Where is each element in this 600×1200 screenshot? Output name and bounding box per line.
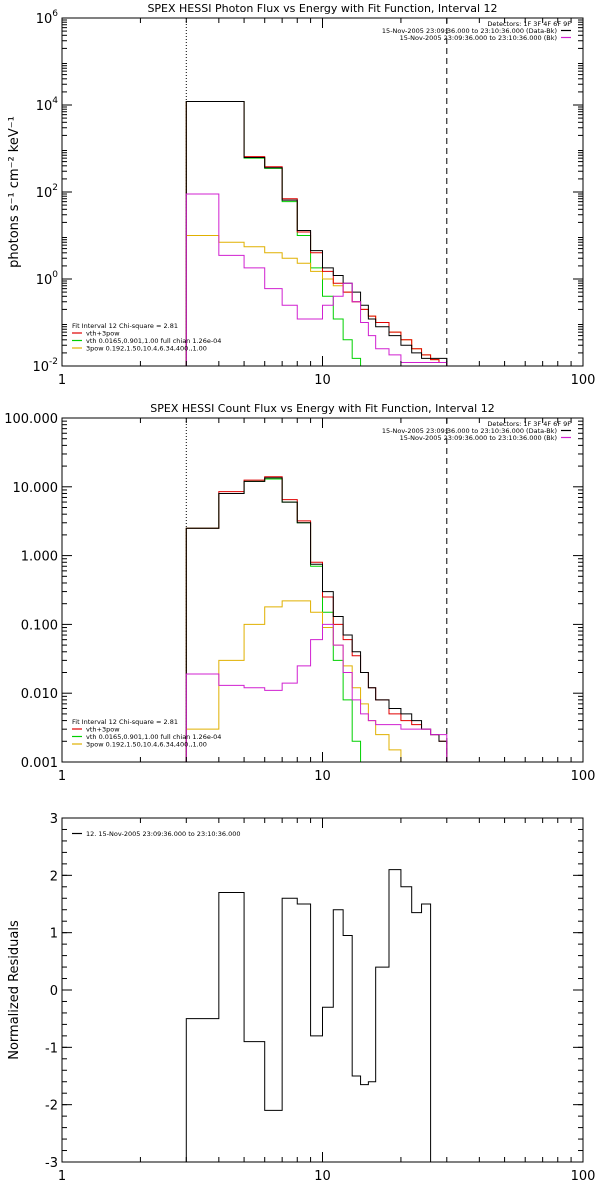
chart-panel-1: SPEX HESSI Photon Flux vs Energy with Fi… (7, 2, 595, 388)
y-tick-label: 100 (36, 270, 59, 288)
y-tick-exponent: 2 (52, 183, 58, 193)
plot-frame (61, 817, 584, 1163)
y-tick-label: 1.000 (21, 550, 58, 565)
y-tick-label: -2 (45, 1099, 58, 1114)
legend-label: vth 0.0165,0.901,1.00 full chian 1.26e-0… (86, 337, 221, 345)
y-tick-base: 10 (36, 273, 53, 288)
y-tick-label: 10.000 (13, 481, 59, 496)
y-tick-label: 0 (50, 984, 58, 999)
y-tick-label: 10-2 (32, 357, 58, 375)
y-tick-base: 10 (36, 186, 53, 201)
y-axis-label: photons s⁻¹ cm⁻² keV⁻¹ (7, 116, 22, 268)
legend-fit-header: Fit Interval 12 Chi-square = 2.81 (72, 322, 178, 330)
series-line-3 (185, 476, 448, 762)
y-tick-label: 3 (50, 812, 58, 827)
series-line-1 (185, 869, 432, 1162)
series-line-5 (185, 623, 448, 762)
legend-header: Detectors: 1F 3F 4F 6F 9F (487, 20, 571, 28)
y-tick-label: 102 (36, 183, 58, 201)
y-tick-base: 10 (36, 99, 53, 114)
x-tick-label: 1 (58, 769, 66, 784)
x-tick-label: 10 (314, 1169, 331, 1184)
legend-label: 15-Nov-2005 23:09:36.000 to 23:10:36.000… (382, 427, 557, 435)
series-line-4 (185, 477, 448, 762)
legend-header: Detectors: 1F 3F 4F 6F 9F (487, 420, 571, 428)
y-tick-label: -1 (45, 1041, 58, 1056)
chart-title: SPEX HESSI Count Flux vs Energy with Fit… (150, 402, 494, 415)
y-tick-label: 2 (50, 869, 58, 884)
x-tick-label: 100 (571, 373, 596, 388)
legend-label: vth+3pow (86, 726, 120, 734)
legend-label: 12. 15-Nov-2005 23:09:36.000 to 23:10:36… (86, 830, 240, 838)
y-axis-label: Normalized Residuals (7, 920, 22, 1060)
series-line-1 (185, 478, 369, 762)
series-group (185, 476, 448, 762)
series-group (185, 101, 448, 366)
series-line-4 (185, 101, 448, 366)
chart-title: SPEX HESSI Photon Flux vs Energy with Fi… (147, 2, 497, 15)
legend-label: 3pow 0.192,1.50,10.4,6.34,400.,1.00 (86, 741, 207, 749)
y-tick-label: 0.010 (21, 687, 58, 702)
y-tick-label: 104 (36, 96, 59, 114)
x-tick-label: 10 (314, 373, 331, 388)
y-tick-label: 100.000 (4, 412, 58, 427)
chart-panel-3: Normalized Residuals 1 10 100 -3 -2 -1 0 1 2 3 12. … (7, 812, 595, 1184)
y-tick-exponent: -2 (49, 357, 58, 367)
legend-label: 15-Nov-2005 23:09:36.000 to 23:10:36.000… (400, 34, 557, 42)
x-tick-label: 10 (314, 769, 331, 784)
series-line-3 (185, 101, 448, 366)
legend-fit-header: Fit Interval 12 Chi-square = 2.81 (72, 718, 178, 726)
legend-label: 15-Nov-2005 23:09:36.000 to 23:10:36.000… (400, 434, 557, 442)
legend-label: 3pow 0.192,1.50,10.4,6.34,400.,1.00 (86, 345, 207, 353)
x-tick-label: 100 (571, 769, 596, 784)
y-tick-label: 0.001 (21, 756, 58, 771)
y-tick-label: 0.100 (21, 618, 58, 633)
y-tick-label: 1 (50, 927, 58, 942)
legend-label: vth+3pow (86, 330, 120, 338)
series-line-1 (185, 101, 369, 366)
series-group (185, 869, 432, 1162)
y-tick-exponent: 0 (52, 270, 58, 280)
legend-label: 15-Nov-2005 23:09:36.000 to 23:10:36.000… (382, 27, 557, 35)
y-tick-label: 106 (36, 9, 59, 27)
y-tick-exponent: 6 (52, 9, 58, 19)
y-tick-base: 10 (32, 360, 49, 375)
y-tick-base: 10 (36, 12, 53, 27)
x-tick-label: 1 (58, 373, 66, 388)
chart-panel-2: SPEX HESSI Count Flux vs Energy with Fit… (4, 402, 595, 784)
legend-label: vth 0.0165,0.901,1.00 full chian 1.26e-0… (86, 733, 221, 741)
y-tick-exponent: 4 (52, 96, 58, 106)
y-tick-label: -3 (45, 1156, 58, 1171)
x-tick-label: 100 (571, 1169, 596, 1184)
x-tick-label: 1 (58, 1169, 66, 1184)
